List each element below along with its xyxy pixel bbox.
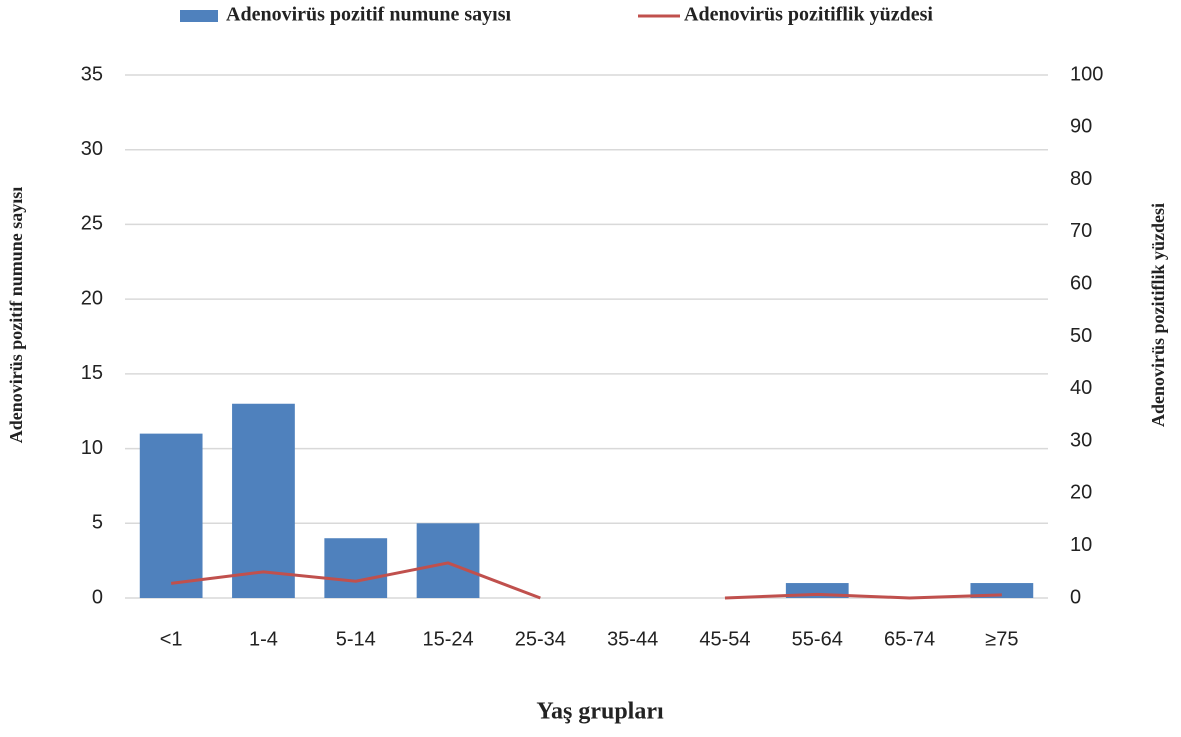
y-tick-label: 20 — [81, 287, 103, 309]
bar — [232, 403, 295, 598]
y-axis-title: Adenovirüs pozitif numune sayısı — [6, 187, 26, 444]
y-tick-label: 15 — [81, 362, 103, 384]
x-tick-label: 65-74 — [884, 628, 935, 650]
y-tick-label: 25 — [81, 213, 103, 235]
y2-tick-label: 100 — [1070, 63, 1103, 85]
x-tick-label: ≥75 — [985, 628, 1018, 650]
x-tick-label: 1-4 — [249, 628, 278, 650]
y-tick-label: 30 — [81, 138, 103, 160]
y2-tick-label: 60 — [1070, 272, 1092, 294]
x-tick-label: 45-54 — [699, 628, 750, 650]
y2-tick-label: 30 — [1070, 429, 1092, 451]
y-tick-label: 5 — [92, 512, 103, 534]
y2-tick-label: 70 — [1070, 220, 1092, 242]
y-tick-label: 10 — [81, 437, 103, 459]
legend-swatch — [180, 10, 218, 22]
legend-label: Adenovirüs pozitif numune sayısı — [226, 4, 511, 26]
x-tick-label: <1 — [160, 628, 183, 650]
y2-tick-label: 40 — [1070, 377, 1092, 399]
y-tick-label: 35 — [81, 63, 103, 85]
bar — [324, 538, 388, 598]
x-tick-label: 25-34 — [515, 628, 566, 650]
x-tick-label: 55-64 — [792, 628, 843, 650]
y2-tick-label: 80 — [1070, 168, 1092, 190]
y-tick-label: 0 — [92, 586, 103, 608]
bar — [139, 433, 203, 598]
x-axis-title: Yaş grupları — [536, 699, 664, 725]
y2-tick-label: 90 — [1070, 116, 1092, 138]
y2-tick-label: 10 — [1070, 534, 1092, 556]
x-tick-label: 15-24 — [422, 628, 473, 650]
y2-tick-label: 20 — [1070, 482, 1092, 504]
legend-label: Adenovirüs pozitiflik yüzdesi — [684, 4, 933, 26]
line — [170, 561, 1002, 600]
x-tick-label: 35-44 — [607, 628, 658, 650]
bar — [416, 523, 480, 598]
x-tick-label: 5-14 — [336, 628, 376, 650]
y2-axis-title: Adenovirüs pozitiflik yüzdesi — [1148, 203, 1168, 427]
y2-tick-label: 50 — [1070, 325, 1092, 347]
y2-tick-label: 0 — [1070, 586, 1081, 608]
